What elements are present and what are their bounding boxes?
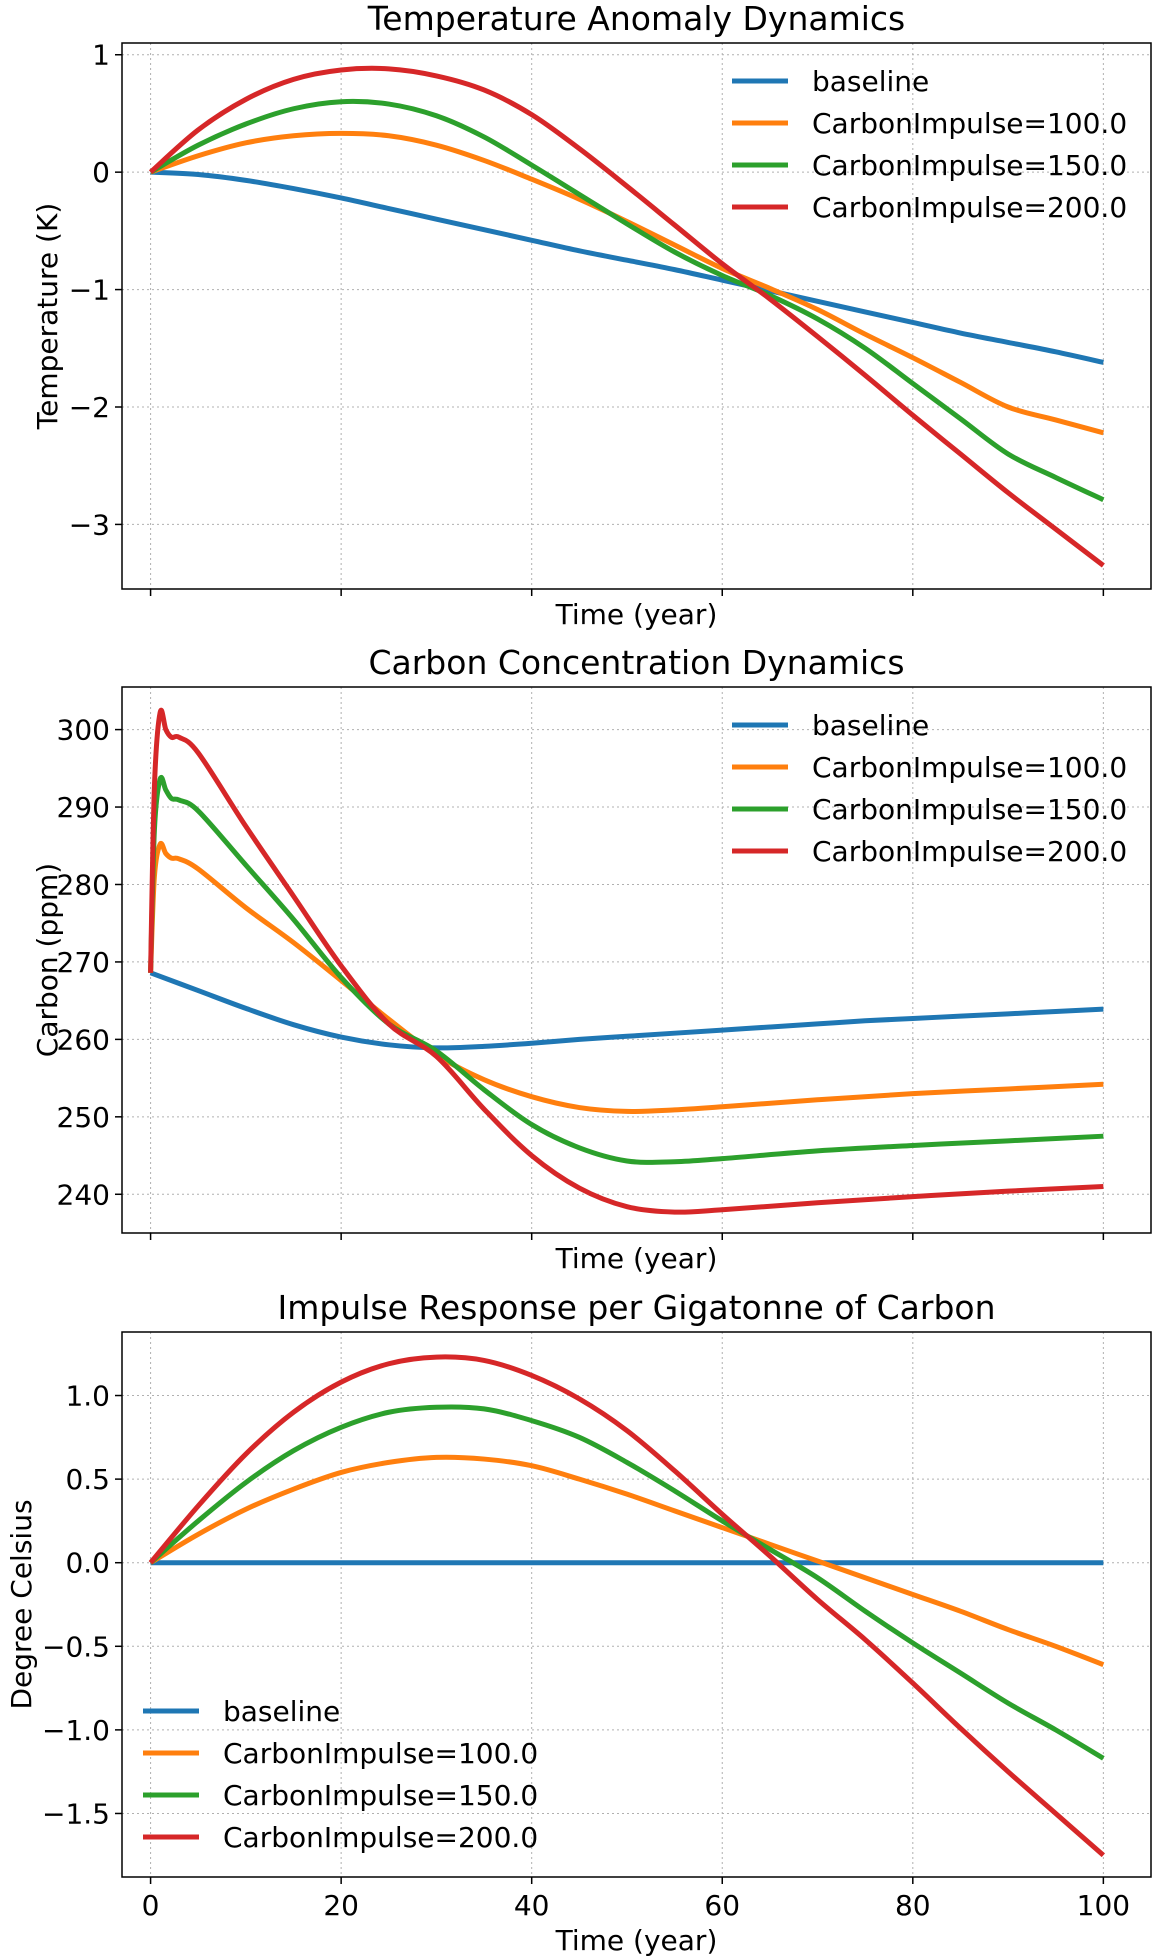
plot-frame	[121, 1331, 1152, 1878]
y-tick-label: 0.0	[65, 1547, 110, 1580]
legend-entry: baseline	[812, 709, 929, 742]
x-axis-label: Time (year)	[555, 1242, 718, 1275]
y-tick-label: 290	[57, 791, 110, 824]
legend-entry: baseline	[223, 1695, 340, 1728]
y-tick-label: 1	[92, 39, 110, 72]
series-line-impulse-200	[148, 65, 1105, 568]
y-tick-label: 240	[57, 1178, 110, 1211]
y-tick-label: −2	[69, 391, 110, 424]
y-axis-label: Carbon (ppm)	[31, 863, 64, 1057]
series-line-impulse-100	[149, 1454, 1105, 1668]
y-tick-label: 0	[92, 156, 110, 189]
legend-entry: CarbonImpulse=100.0	[812, 751, 1127, 784]
y-tick-label: −3	[69, 508, 110, 541]
chart-panel-2: 300 290 280 270 260 250 240 Carbon Concentratio…	[31, 643, 1152, 1275]
legend: baseline CarbonImpulse=100.0 CarbonImpulse…	[143, 1695, 538, 1854]
series-line-impulse-150	[149, 98, 1105, 503]
y-tick-label: −1.0	[42, 1714, 110, 1747]
plot-lines	[148, 65, 1105, 568]
chart-title: Carbon Concentration Dynamics	[368, 643, 904, 682]
x-tick-label: 60	[704, 1889, 740, 1922]
legend-entry: CarbonImpulse=150.0	[812, 793, 1127, 826]
chart-title: Impulse Response per Gigatonne of Carbon	[277, 1288, 995, 1327]
plot-lines	[148, 1354, 1106, 1858]
y-axis-label: Degree Celsius	[5, 1499, 38, 1709]
legend-entry: CarbonImpulse=200.0	[812, 191, 1127, 224]
series-line-impulse-150	[148, 1404, 1105, 1761]
y-tick-label: 260	[57, 1023, 110, 1056]
y-tick-label: 0.5	[65, 1463, 110, 1496]
chart-title: Temperature Anomaly Dynamics	[367, 0, 906, 38]
y-tick-label: 270	[57, 946, 110, 979]
chart-panel-1: 1 0 −1 −2 −3 Temperature Anomaly Dynamics Time…	[31, 0, 1152, 631]
x-tick-label: 40	[514, 1889, 550, 1922]
plot-frame	[121, 42, 1152, 590]
y-tick-label: −1	[69, 274, 110, 307]
legend: baseline CarbonImpulse=100.0 CarbonImpulse…	[732, 65, 1127, 224]
y-tick-label: 1.0	[65, 1380, 110, 1413]
legend-entry: CarbonImpulse=200.0	[812, 835, 1127, 868]
y-tick-label: −0.5	[42, 1630, 110, 1663]
legend-entry: CarbonImpulse=150.0	[812, 149, 1127, 182]
series-line-baseline	[150, 169, 1104, 365]
x-axis-label: Time (year)	[555, 598, 718, 631]
legend-entry: CarbonImpulse=100.0	[223, 1737, 538, 1770]
legend-entry: CarbonImpulse=100.0	[812, 107, 1127, 140]
y-axis-label: Temperature (K)	[31, 203, 64, 430]
series-line-baseline	[149, 970, 1104, 1051]
legend: baseline CarbonImpulse=100.0 CarbonImpulse…	[732, 709, 1127, 868]
x-axis-label: Time (year)	[555, 1924, 718, 1957]
x-tick-label: 100	[1077, 1889, 1130, 1922]
x-tick-label: 0	[142, 1889, 160, 1922]
y-tick-label: 250	[57, 1101, 110, 1134]
series-line-impulse-200	[148, 707, 1104, 1215]
plot-lines	[148, 707, 1104, 1215]
plot-frame	[121, 686, 1152, 1234]
x-tick-label: 20	[323, 1889, 359, 1922]
legend-entry: CarbonImpulse=200.0	[223, 1821, 538, 1854]
legend-entry: baseline	[812, 65, 929, 98]
y-tick-label: −1.5	[42, 1797, 110, 1830]
series-line-impulse-200	[148, 1354, 1106, 1858]
x-tick-label: 80	[895, 1889, 931, 1922]
y-tick-label: 280	[57, 868, 110, 901]
legend-entry: CarbonImpulse=150.0	[223, 1779, 538, 1812]
y-tick-label: 300	[57, 714, 110, 747]
chart-panel-3: 0 20 40 60 80 100 1.0 0.5 0.0 −0.5 −1.0 −1.5 Impulse…	[5, 1288, 1152, 1957]
